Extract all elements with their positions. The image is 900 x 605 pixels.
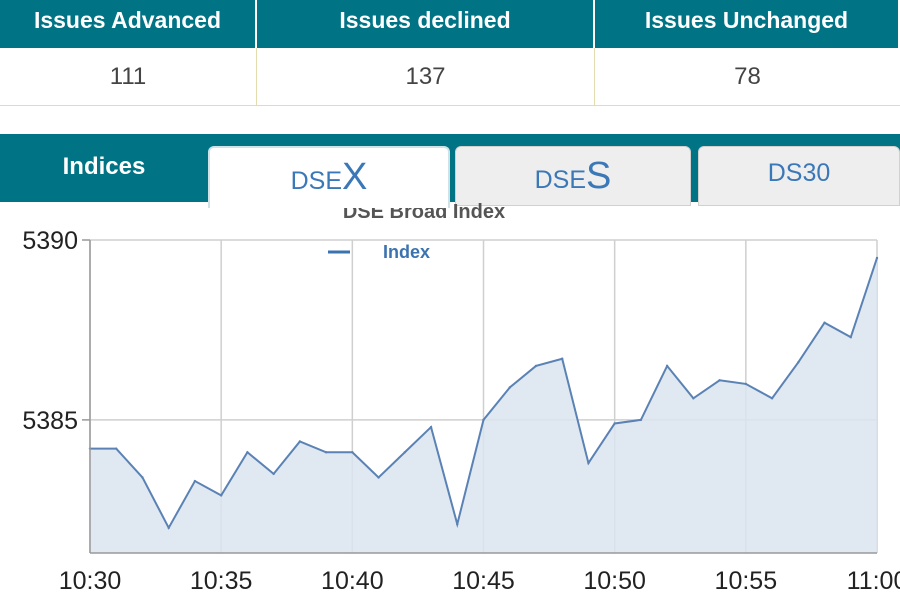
index-data-point (718, 379, 721, 382)
x-tick-label: 10:55 (715, 567, 778, 595)
index-data-point (639, 418, 643, 422)
index-chart: DSE Broad Index Index 10:30 10:35 10:40 10:… (22, 201, 900, 595)
index-data-point (770, 397, 774, 400)
index-data-point (587, 461, 590, 465)
issues-advanced-header: Issues Advanced (0, 0, 257, 48)
tab-dsex[interactable]: DSEX (208, 146, 450, 208)
index-data-point (429, 425, 433, 429)
indices-tab-bar: Indices DSEX DSES DS30 (0, 134, 900, 208)
x-tick-label: 11:00 (847, 567, 900, 595)
x-tick-label: 10:30 (59, 567, 122, 595)
index-data-point (744, 382, 748, 386)
index-data-point (272, 472, 275, 476)
tab-dsex-suffix: X (342, 156, 368, 198)
indices-section-label: Indices (62, 153, 146, 180)
issues-unchanged-value: 78 (595, 48, 900, 106)
x-tick-label: 10:40 (321, 567, 384, 595)
tab-dses[interactable]: DSES (455, 146, 691, 206)
index-data-point (377, 476, 380, 479)
y-tick-label: 5385 (22, 407, 78, 435)
index-data-point (456, 523, 459, 526)
index-data-point (797, 361, 800, 364)
x-tick-label: 10:35 (190, 567, 253, 595)
index-data-point (534, 364, 538, 368)
index-data-point (875, 256, 879, 260)
index-data-point (167, 526, 170, 530)
index-data-point (692, 397, 695, 400)
index-data-point (403, 451, 406, 454)
index-data-point (613, 422, 616, 425)
market-summary-table: Issues Advanced Issues declined Issues U… (0, 0, 900, 106)
x-tick-label: 10:50 (583, 567, 646, 595)
index-data-point (298, 440, 302, 443)
tab-dses-prefix: DSE (534, 166, 587, 194)
legend-label: Index (383, 242, 430, 262)
index-data-point (246, 451, 249, 454)
index-data-point (219, 494, 223, 497)
issues-declined-value: 137 (257, 48, 595, 106)
y-tick-label: 5390 (22, 227, 78, 255)
tab-dses-suffix: S (586, 155, 612, 197)
tab-ds30[interactable]: DS30 (698, 146, 900, 206)
index-area-fill (90, 257, 877, 553)
index-data-point (482, 418, 485, 422)
index-data-point (141, 476, 144, 479)
tab-ds30-label: DS30 (767, 159, 831, 187)
issues-declined-header: Issues declined (257, 0, 595, 48)
index-data-point (561, 357, 564, 360)
issues-unchanged-header: Issues Unchanged (595, 0, 900, 48)
tab-dsex-prefix: DSE (290, 167, 343, 195)
index-data-point (115, 447, 118, 450)
issues-advanced-value: 111 (0, 48, 257, 106)
index-chart-container: DSE Broad Index Index 10:30 10:35 10:40 10:… (0, 196, 900, 600)
index-data-point (508, 386, 511, 389)
index-data-point (823, 321, 826, 324)
index-data-point (193, 479, 197, 483)
x-tick-label: 10:45 (452, 567, 515, 595)
index-data-point (849, 335, 852, 339)
index-data-point (324, 451, 328, 454)
index-data-point (665, 364, 669, 368)
index-data-point (351, 451, 354, 454)
